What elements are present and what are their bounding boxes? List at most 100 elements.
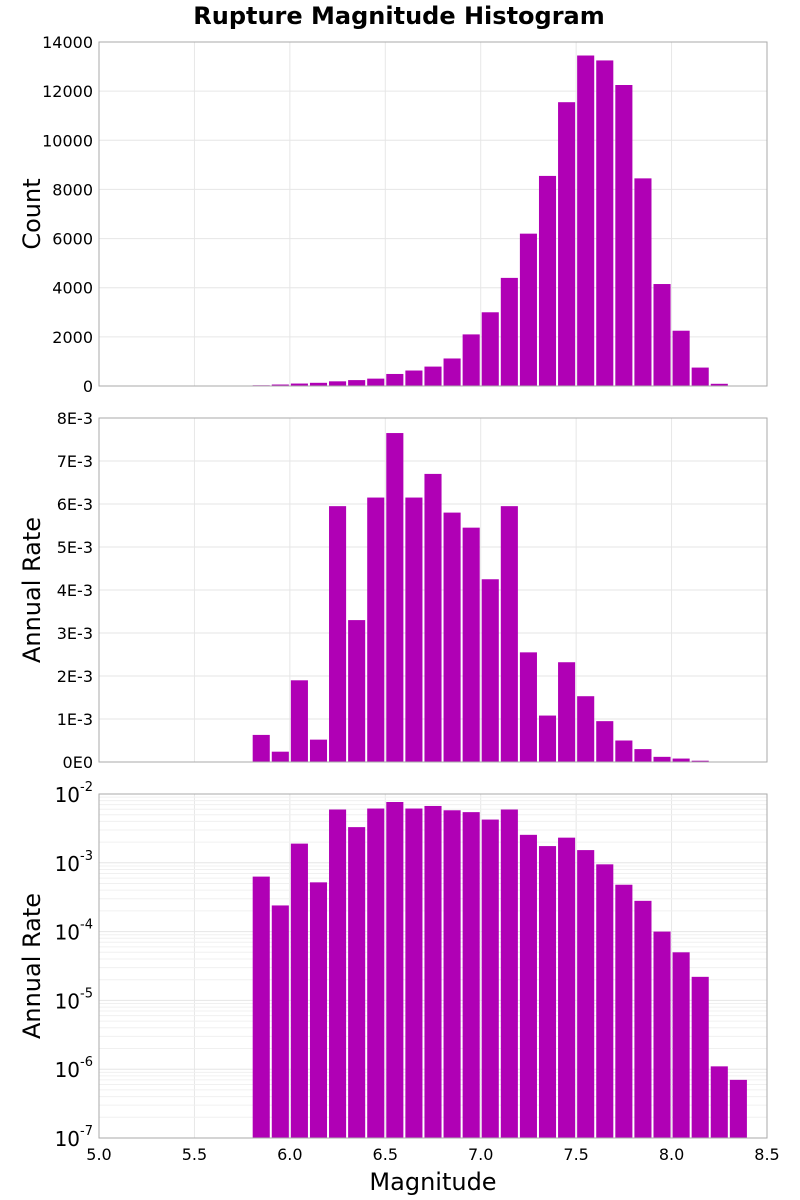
histogram-bar — [443, 512, 461, 762]
histogram-bar — [634, 900, 652, 1138]
histogram-bar — [634, 178, 652, 386]
histogram-bar — [462, 527, 480, 762]
histogram-bar — [271, 751, 289, 762]
histogram-bar — [348, 380, 366, 386]
histogram-bar — [653, 756, 671, 762]
y-tick-label: 10-5 — [55, 986, 93, 1013]
histogram-bar — [367, 378, 385, 386]
histogram-bar — [386, 802, 404, 1138]
histogram-bar — [615, 884, 633, 1138]
histogram-bar — [481, 312, 499, 386]
histogram-bar — [596, 60, 614, 387]
y-tick-labels: 0 2000 4000 6000 8000 10000 12000 14000 — [42, 33, 93, 396]
y-tick-label: 10-7 — [55, 1124, 93, 1151]
histogram-bar — [596, 864, 614, 1138]
histogram-bar — [290, 680, 308, 762]
histogram-bar — [577, 850, 595, 1138]
histogram-bar — [329, 506, 347, 762]
histogram-bars — [252, 433, 709, 762]
histogram-bar — [691, 367, 709, 386]
x-tick-label: 7.0 — [468, 1145, 493, 1164]
y-tick-label: 6000 — [52, 230, 93, 249]
y-tick-labels: 0E0 1E-3 2E-3 3E-3 4E-3 5E-3 6E-3 7E-3 8E-3 — [57, 409, 93, 772]
y-tick-label: 1E-3 — [57, 710, 93, 729]
histogram-bar — [367, 497, 385, 762]
histogram-bar — [367, 808, 385, 1138]
y-tick-label: 2000 — [52, 328, 93, 347]
y-tick-label: 10000 — [42, 131, 93, 150]
histogram-bar — [481, 579, 499, 762]
histogram-bar — [672, 330, 690, 386]
y-axis-label: Count — [18, 178, 46, 249]
x-tick-label: 5.0 — [86, 1145, 111, 1164]
histogram-bar — [558, 662, 576, 762]
histogram-bar — [462, 812, 480, 1138]
y-axis-label: Annual Rate — [18, 517, 46, 663]
histogram-bars — [252, 802, 747, 1138]
histogram-bar — [348, 620, 366, 762]
histogram-bar — [691, 976, 709, 1138]
histogram-bar — [558, 102, 576, 386]
y-tick-label: 6E-3 — [57, 495, 93, 514]
histogram-bar — [405, 808, 423, 1138]
histogram-bar — [329, 809, 347, 1138]
y-tick-label: 7E-3 — [57, 452, 93, 471]
y-tick-label: 10-6 — [55, 1055, 93, 1082]
y-tick-label: 10-3 — [55, 849, 93, 876]
plot-frame — [98, 417, 768, 763]
x-tick-label: 5.5 — [182, 1145, 207, 1164]
chart-title: Rupture Magnitude Histogram — [193, 2, 605, 30]
plot-frame — [98, 793, 768, 1139]
histogram-bar — [424, 366, 442, 386]
histogram-bar — [710, 1066, 728, 1138]
x-tick-label: 7.5 — [563, 1145, 588, 1164]
histogram-bar — [309, 882, 328, 1138]
y-axis-label: Annual Rate — [18, 893, 46, 1039]
histogram-bar — [653, 931, 671, 1138]
histogram-bar — [577, 55, 595, 387]
histogram-bar — [672, 758, 690, 762]
histogram-bar — [615, 85, 633, 386]
histogram-bar — [329, 381, 347, 386]
x-tick-labels: 5.0 5.5 6.0 6.5 7.0 7.5 8.0 8.5 — [86, 1145, 779, 1164]
histogram-bar — [443, 810, 461, 1138]
y-tick-label: 4000 — [52, 279, 93, 298]
histogram-bar — [309, 739, 328, 762]
histogram-bar — [538, 846, 557, 1138]
histogram-bar — [443, 358, 461, 386]
histogram-bar — [691, 760, 709, 762]
histogram-bar — [386, 433, 404, 762]
histogram-bar — [309, 382, 328, 386]
histogram-bar — [653, 284, 671, 386]
histogram-bar — [519, 834, 537, 1138]
histogram-bar — [615, 740, 633, 762]
y-tick-label: 14000 — [42, 33, 93, 52]
histogram-bar — [405, 497, 423, 762]
histogram-bar — [405, 370, 423, 386]
histogram-bar — [424, 805, 442, 1138]
y-tick-label: 3E-3 — [57, 624, 93, 643]
histogram-bar — [271, 384, 289, 386]
histogram-bar — [634, 749, 652, 762]
y-tick-label: 5E-3 — [57, 538, 93, 557]
histogram-bar — [519, 652, 537, 762]
histogram-bar — [500, 277, 518, 386]
histogram-bar — [481, 819, 499, 1138]
count-histogram-panel: 0 2000 4000 6000 8000 10000 12000 14000 Count — [18, 33, 768, 396]
histogram-bar — [596, 721, 614, 762]
histogram-bar — [558, 837, 576, 1138]
histogram-bar — [538, 715, 557, 762]
y-tick-label: 8E-3 — [57, 409, 93, 428]
y-tick-labels: 10-7 10-6 10-5 10-4 10-3 10-2 — [55, 780, 93, 1151]
y-tick-label: 4E-3 — [57, 581, 93, 600]
y-tick-label: 2E-3 — [57, 667, 93, 686]
histogram-bar — [271, 905, 289, 1138]
histogram-bar — [672, 952, 690, 1138]
annual-rate-linear-panel: 0E0 1E-3 2E-3 3E-3 4E-3 5E-3 6E-3 7E-3 8E-3 Annua… — [18, 409, 768, 772]
x-tick-label: 6.0 — [277, 1145, 302, 1164]
histogram-bar — [577, 696, 595, 762]
x-tick-label: 8.5 — [754, 1145, 779, 1164]
plot-frame — [98, 41, 768, 387]
histogram-bar — [462, 334, 480, 386]
